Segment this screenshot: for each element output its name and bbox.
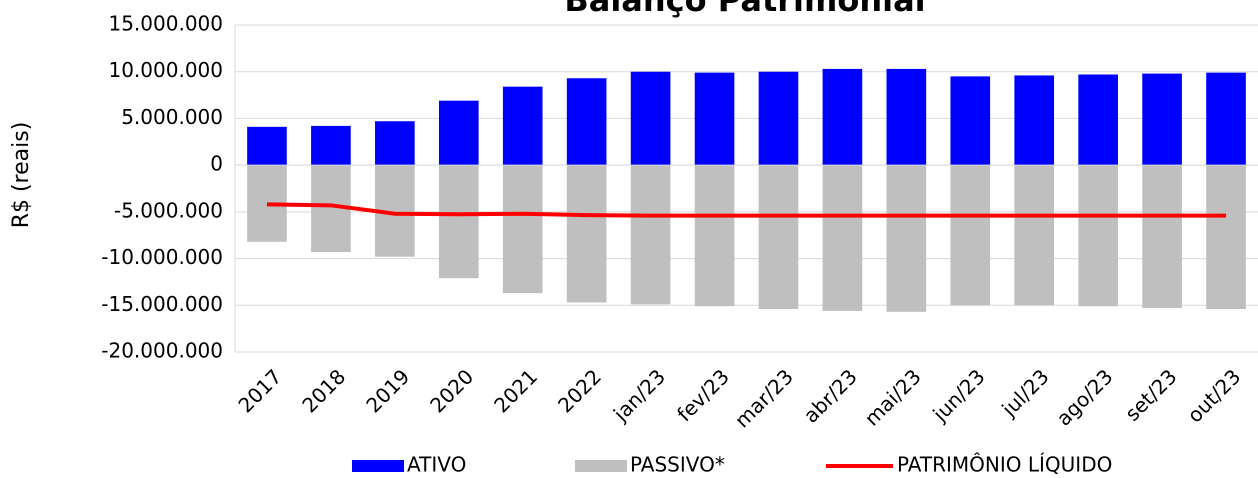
x-tick-label: 2019 — [361, 364, 414, 417]
x-tick-label: jun/23 — [927, 364, 989, 426]
x-tick-label: mar/23 — [730, 364, 798, 432]
y-axis-label: R$ (reais) — [9, 122, 34, 229]
legend-label: ATIVO — [407, 453, 466, 477]
x-tick-label: jan/23 — [608, 364, 670, 426]
bar — [694, 165, 735, 307]
bar — [630, 165, 671, 305]
x-tick-label: 2020 — [425, 364, 478, 417]
bar — [1014, 75, 1055, 166]
x-tick-label: fev/23 — [672, 364, 734, 426]
bar — [1142, 165, 1182, 309]
x-tick-label: 2018 — [297, 364, 350, 417]
bar — [886, 165, 927, 312]
bar — [1078, 74, 1118, 166]
bar — [758, 165, 799, 310]
bar — [822, 165, 863, 311]
bar — [502, 165, 543, 294]
legend-label: PATRIMÔNIO LÍQUIDO — [897, 453, 1112, 477]
x-tick-label: 2022 — [553, 364, 606, 417]
bar — [247, 126, 287, 166]
y-tick-label: 0 — [210, 152, 223, 176]
bar — [438, 100, 479, 166]
x-tick-label: mai/23 — [860, 364, 926, 430]
line — [266, 202, 1227, 218]
bar — [950, 76, 991, 166]
legend-swatch — [575, 460, 627, 472]
y-tick-label: 5.000.000 — [121, 105, 223, 129]
bar — [1078, 165, 1118, 307]
y-tick-label: -15.000.000 — [101, 292, 223, 316]
chart-title: Balanço Patrimonial — [564, 0, 925, 19]
bar — [1206, 165, 1246, 310]
bar — [438, 165, 479, 279]
bar — [1014, 165, 1055, 306]
bar — [375, 121, 415, 166]
bar — [566, 78, 607, 166]
x-tick-label: ago/23 — [1052, 364, 1118, 430]
bar — [311, 125, 351, 166]
x-tick-label: set/23 — [1120, 364, 1181, 425]
x-tick-label: abr/23 — [799, 364, 862, 427]
bar — [694, 72, 735, 166]
bar — [502, 86, 543, 166]
y-tick-label: -20.000.000 — [101, 339, 223, 363]
bar — [630, 71, 671, 166]
x-tick-label: 2017 — [233, 364, 286, 417]
y-tick-label: 15.000.000 — [108, 12, 223, 36]
bar — [1142, 73, 1182, 166]
bar — [1206, 72, 1246, 166]
y-tick-label: 10.000.000 — [108, 58, 223, 82]
bar — [950, 165, 991, 306]
x-tick-label: out/23 — [1183, 364, 1246, 427]
bar — [758, 71, 799, 166]
y-tick-label: -10.000.000 — [101, 245, 223, 269]
x-tick-label: 2021 — [489, 364, 542, 417]
y-tick-label: -5.000.000 — [114, 198, 223, 222]
x-tick-label: jul/23 — [996, 364, 1053, 421]
bar — [886, 68, 927, 166]
legend-label: PASSIVO* — [630, 453, 725, 477]
bar — [822, 68, 863, 166]
bar — [566, 165, 607, 303]
legend-swatch — [352, 460, 404, 472]
